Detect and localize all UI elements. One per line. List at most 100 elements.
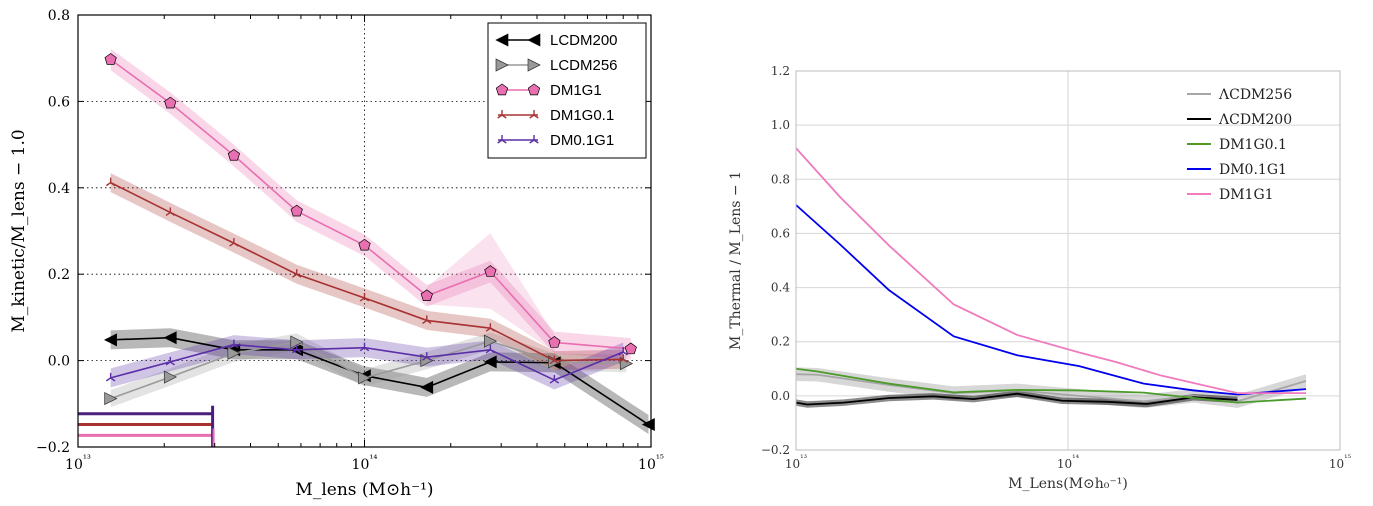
legend-label: DM0.1G1 xyxy=(1219,162,1287,178)
data-point xyxy=(359,292,370,302)
data-point xyxy=(229,238,239,247)
legend-item: DM0.1G1 xyxy=(497,132,614,149)
y-tick-label: −0.2 xyxy=(36,440,70,456)
series-DM1G0.1 xyxy=(105,177,628,365)
y-tick-label: 0.4 xyxy=(48,181,70,197)
data-point xyxy=(483,355,497,369)
data-point xyxy=(624,342,637,355)
data-point xyxy=(358,371,372,385)
data-point xyxy=(163,370,178,384)
x-tick-label: 10¹³ xyxy=(65,454,91,473)
band-LCDM200 xyxy=(110,328,649,435)
data-point xyxy=(105,372,116,382)
legend-label: DM1G0.1 xyxy=(1219,137,1287,153)
legend-marker xyxy=(529,110,539,119)
x-tick-label: 10¹³ xyxy=(785,454,808,471)
legend-label: DM1G1 xyxy=(1219,187,1274,203)
legend-item: DM1G0.1 xyxy=(1187,137,1287,153)
data-point xyxy=(104,392,118,406)
data-point xyxy=(548,336,561,348)
legend-item: DM1G1 xyxy=(495,82,602,99)
legend-label: ΛCDM256 xyxy=(1218,87,1292,103)
legend-marker xyxy=(527,58,541,72)
x-axis-label: M_lens (M⊙h⁻¹) xyxy=(295,480,433,500)
data-point xyxy=(163,331,177,345)
data-point xyxy=(104,53,117,65)
legend-item: ΛCDM256 xyxy=(1187,87,1292,103)
legend-item: LCDM200 xyxy=(495,32,618,49)
data-point xyxy=(105,177,116,187)
data-point xyxy=(165,207,176,216)
y-tick-label: 0.8 xyxy=(48,8,70,24)
x-tick-label: 10¹⁵ xyxy=(638,454,664,473)
data-point xyxy=(484,265,497,277)
data-point xyxy=(103,333,117,347)
legend-label: ΛCDM200 xyxy=(1218,112,1292,128)
x-axis-label: M_Lens(M⊙h₀⁻¹) xyxy=(1008,476,1128,492)
data-point xyxy=(618,346,628,356)
legend-marker xyxy=(529,135,539,144)
legend-marker xyxy=(527,33,541,47)
y-tick-label: 1.0 xyxy=(771,118,790,132)
legend-label: LCDM256 xyxy=(550,57,618,74)
data-point xyxy=(227,346,241,360)
legend-item: ΛCDM200 xyxy=(1187,112,1292,128)
y-tick-label: 0.6 xyxy=(771,226,790,240)
y-tick-label: −0.2 xyxy=(761,443,790,457)
legend-label: LCDM200 xyxy=(550,32,618,49)
y-tick-label: 0.0 xyxy=(48,354,70,370)
series-line-DM1G0.1 xyxy=(795,367,1307,404)
data-point xyxy=(618,354,628,363)
data-point xyxy=(165,356,176,366)
data-point xyxy=(422,315,432,324)
x-tick-label: 10¹⁴ xyxy=(1057,454,1080,471)
data-point xyxy=(549,375,560,384)
legend-marker xyxy=(495,83,509,96)
series-line-DM0.1G1 xyxy=(795,204,1307,396)
y-axis-label: M_kinetic/M_lens − 1.0 xyxy=(9,129,29,332)
data-point xyxy=(420,289,433,302)
legend-marker xyxy=(527,83,541,96)
legend-marker xyxy=(495,58,509,72)
y-tick-label: 0.4 xyxy=(771,281,790,295)
right-chart: −0.2 0.0 0.2 0.4 0.6 0.8 1.0 1.2 10¹³ 10¹⁴ 10¹⁵ M_L… xyxy=(728,64,1352,492)
legend-item: LCDM256 xyxy=(495,57,618,74)
legend-label: DM1G0.1 xyxy=(550,107,614,124)
data-point xyxy=(229,339,239,349)
y-tick-label: 0.8 xyxy=(771,172,790,186)
legend: ΛCDM256 ΛCDM200 DM1G0.1 DM0.1G1 DM1G1 xyxy=(1187,87,1292,203)
data-point xyxy=(485,344,496,354)
data-point xyxy=(290,204,303,217)
data-point xyxy=(227,148,240,161)
y-tick-label: 1.2 xyxy=(771,64,790,78)
y-tick-label: 0.2 xyxy=(771,335,790,349)
legend-item: DM1G1 xyxy=(1187,187,1274,203)
data-point xyxy=(292,344,302,354)
data-point xyxy=(164,96,177,109)
series-LCDM256 xyxy=(104,334,634,406)
data-point xyxy=(292,269,302,278)
y-tick-label: 0.2 xyxy=(48,267,70,283)
legend-marker xyxy=(497,135,507,144)
legend-label: DM1G1 xyxy=(550,82,602,99)
series-line-ΛCDM200 xyxy=(795,392,1238,406)
left-chart: −0.2 0.0 0.2 0.4 0.6 0.8 10¹³ 10¹⁴ 10¹⁵ M_lens (M… xyxy=(9,8,664,500)
y-tick-label: 0.0 xyxy=(771,389,790,403)
data-point xyxy=(359,342,370,352)
plot-frame xyxy=(795,70,1341,451)
data-point xyxy=(420,380,434,394)
legend-marker xyxy=(495,33,509,47)
series-DM1G1 xyxy=(104,53,637,355)
series-DM0.1G1 xyxy=(105,339,628,384)
data-point xyxy=(422,352,432,361)
series-line-DM1G1 xyxy=(795,147,1307,395)
legend-label: DM0.1G1 xyxy=(550,132,614,149)
y-tick-label: 0.6 xyxy=(48,94,70,110)
x-tick-label: 10¹⁴ xyxy=(352,454,378,473)
band-spread xyxy=(426,233,555,352)
legend: LCDM200 LCDM256 DM1G1 DM1G0.1 DM0.1G1 xyxy=(487,22,647,159)
x-tick-label: 10¹⁵ xyxy=(1329,454,1352,471)
data-point xyxy=(549,355,560,365)
legend-item: DM0.1G1 xyxy=(1187,162,1287,178)
